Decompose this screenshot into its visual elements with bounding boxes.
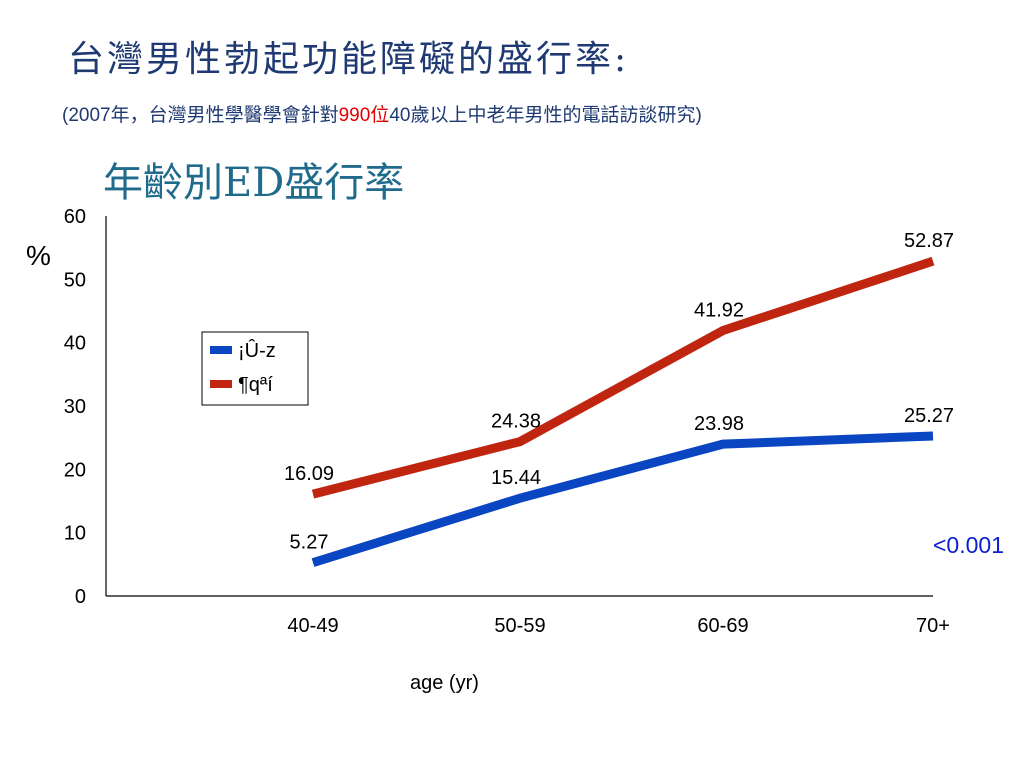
chart-title: 年齡別ED盛行率	[103, 160, 405, 206]
y-tick-label: 10	[64, 523, 86, 545]
data-label: 52.87	[904, 230, 954, 252]
subtitle-suffix: 40歲以上中老年男性的電話訪談研究)	[389, 105, 702, 126]
legend-swatch	[210, 346, 232, 354]
legend-label: ¶qªí	[238, 374, 273, 396]
series-line-1	[311, 431, 934, 567]
legend-box	[201, 331, 309, 406]
y-axis-unit: %	[26, 240, 51, 271]
data-label: 41.92	[694, 300, 744, 322]
legend-label: ¡Û-z	[238, 339, 276, 362]
x-axis-label: age (yr)	[410, 672, 479, 694]
subtitle-highlight: 990位	[338, 105, 390, 126]
data-label: 25.27	[904, 405, 954, 427]
y-tick-label: 50	[64, 269, 86, 291]
page-title: 台灣男性勃起功能障礙的盛行率:	[68, 39, 630, 80]
y-tick-label: 20	[64, 459, 86, 481]
data-label: 16.09	[284, 463, 334, 485]
y-tick-label: 60	[64, 206, 86, 228]
data-label: 24.38	[491, 411, 541, 433]
x-tick-label: 50-59	[494, 615, 545, 637]
data-label: 23.98	[694, 413, 744, 435]
x-tick-label: 60-69	[697, 615, 748, 637]
data-label: 15.44	[491, 467, 541, 489]
y-tick-label: 30	[64, 396, 86, 418]
x-tick-label: 40-49	[287, 615, 338, 637]
y-tick-label: 0	[75, 586, 86, 608]
page-subtitle: (2007年，台灣男性學醫學會針對990位40歲以上中老年男性的電話訪談研究)	[62, 100, 702, 127]
data-label: 5.27	[290, 532, 329, 554]
legend-swatch	[210, 380, 232, 388]
subtitle-prefix: (2007年，台灣男性學醫學會針對	[62, 105, 339, 126]
x-tick-label: 70+	[916, 615, 950, 637]
p-value-note: <0.001	[933, 532, 1004, 558]
y-tick-label: 40	[64, 333, 86, 355]
series-line-2	[311, 256, 935, 499]
